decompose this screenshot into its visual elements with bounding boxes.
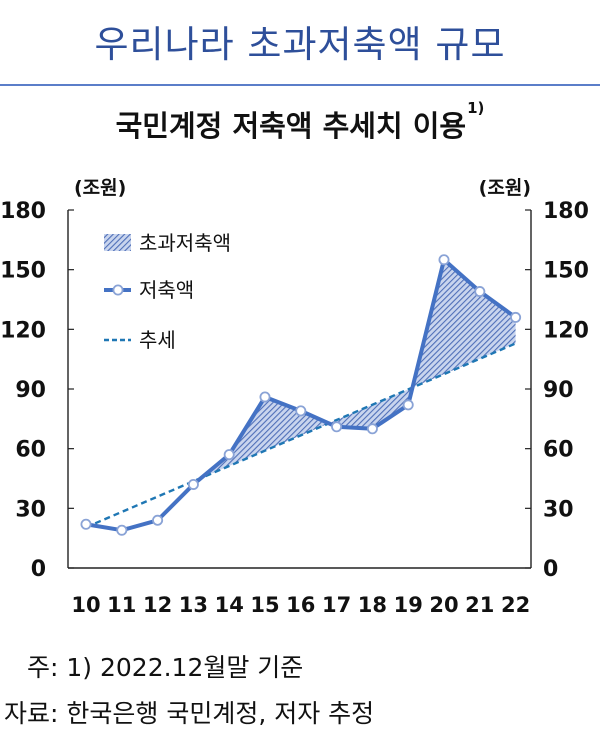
savings-point [259, 391, 271, 403]
savings-point [438, 254, 450, 266]
legend-label-excess: 초과저축액 [139, 231, 231, 255]
savings-point [152, 514, 164, 526]
excess-savings-area [201, 259, 516, 478]
y-tick-label-left: 150 [0, 259, 46, 284]
x-tick-label: 10 [71, 593, 100, 617]
x-tick-label: 15 [250, 593, 279, 617]
chart-title-text: 국민계정 저축액 추세치 이용 [115, 109, 467, 143]
page-title: 우리나라 초과저축액 규모 [94, 23, 506, 66]
footnote-marker: 1) [467, 99, 485, 117]
y-tick-label-left: 120 [0, 318, 46, 343]
y-tick-label-right: 150 [543, 259, 589, 284]
x-tick-label: 16 [286, 593, 315, 617]
y-unit-left: (조원) [74, 177, 126, 199]
savings-point [80, 518, 92, 530]
y-unit-right: (조원) [479, 177, 531, 199]
x-tick-label: 21 [465, 593, 494, 617]
savings-point [510, 311, 522, 323]
y-tick-label-right: 60 [543, 438, 574, 463]
x-tick-label: 22 [501, 593, 530, 617]
y-tick-label-right: 0 [543, 557, 558, 582]
x-tick-label: 13 [179, 593, 208, 617]
y-tick-label-left: 180 [0, 199, 46, 224]
x-tick-label: 14 [215, 593, 244, 617]
legend-label-trend: 추세 [139, 328, 176, 352]
header-divider [0, 84, 600, 86]
x-tick-label: 17 [322, 593, 351, 617]
savings-point [402, 399, 414, 411]
trend-line [85, 342, 517, 529]
y-tick-label-right: 120 [543, 318, 589, 343]
source-note: 자료: 한국은행 국민계정, 저자 추정 [4, 699, 375, 728]
y-tick-label-right: 90 [543, 378, 574, 403]
footnote: 주: 1) 2022.12월말 기준 [27, 653, 304, 682]
legend-marker-savings [112, 284, 124, 296]
savings-point [331, 421, 343, 433]
x-tick-label: 11 [107, 593, 136, 617]
header-banner: 우리나라 초과저축액 규모 [0, 0, 600, 86]
y-tick-label-left: 90 [15, 378, 46, 403]
x-tick-label: 18 [358, 593, 387, 617]
legend-label-savings: 저축액 [139, 278, 194, 302]
y-tick-label-right: 180 [543, 199, 589, 224]
y-tick-label-left: 30 [15, 497, 46, 522]
x-tick-label: 12 [143, 593, 172, 617]
legend-swatch-excess [104, 234, 131, 251]
savings-point [474, 286, 486, 298]
chart-title: 국민계정 저축액 추세치 이용1) [0, 99, 600, 145]
x-tick-label: 19 [394, 593, 423, 617]
savings-point [223, 449, 235, 461]
savings-point [116, 524, 128, 536]
y-tick-label-left: 60 [15, 438, 46, 463]
savings-point [366, 423, 378, 435]
y-tick-label-right: 30 [543, 497, 574, 522]
x-tick-label: 20 [429, 593, 458, 617]
savings-point [187, 478, 199, 490]
savings-point [295, 405, 307, 417]
y-tick-label-left: 0 [31, 557, 46, 582]
